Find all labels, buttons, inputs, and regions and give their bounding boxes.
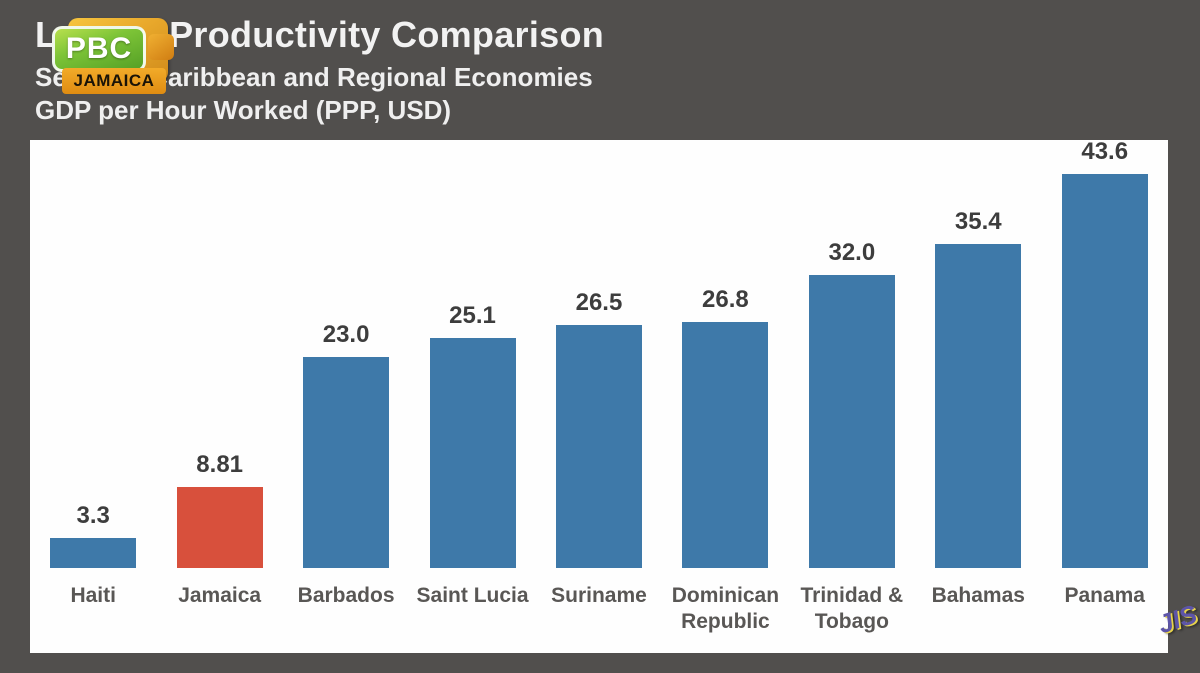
bar-group-dominican-republic: 26.8 Dominican Republic: [662, 140, 788, 653]
bar-zone: 3.3: [30, 140, 156, 568]
bar-haiti: [50, 538, 137, 568]
category-label: Bahamas: [931, 584, 1025, 607]
bar-barbados: [303, 357, 390, 568]
bar-group-barbados: 23.0 Barbados: [283, 140, 409, 653]
bar-zone: 26.5: [536, 140, 662, 568]
bar-value-label: 35.4: [954, 208, 1002, 235]
category-label: Barbados: [297, 584, 395, 607]
bar-zone: 23.0: [283, 140, 409, 568]
pbc-jamaica-logo: PBC JAMAICA: [52, 10, 174, 96]
category-label: Jamaica: [178, 584, 262, 607]
category-label: Suriname: [551, 584, 647, 607]
bar-saint-lucia: [429, 338, 516, 568]
bar-value-label: 26.5: [575, 289, 623, 316]
bar-zone: 35.4: [915, 140, 1041, 568]
page-unit-line: GDP per Hour Worked (PPP, USD): [35, 95, 452, 125]
bar-group-trinidad-tobago: 32.0 Trinidad & Tobago: [789, 140, 915, 653]
category-label: Saint Lucia: [416, 584, 529, 607]
bar-panama: [1061, 174, 1148, 568]
category-label: Dominican Republic: [671, 584, 780, 634]
bar-group-jamaica: 8.81 Jamaica: [156, 140, 282, 653]
bar-suriname: [555, 325, 642, 568]
bar-value-label: 8.81: [196, 451, 244, 478]
category-label: Panama: [1064, 584, 1145, 607]
bar-trinidad-tobago: [808, 275, 895, 568]
bar-value-label: 3.3: [76, 502, 110, 529]
bar-group-bahamas: 35.4 Bahamas: [915, 140, 1041, 653]
bar-group-panama: 43.6 Panama: [1042, 140, 1168, 653]
bar-zone: 32.0: [789, 140, 915, 568]
category-label: Trinidad & Tobago: [800, 584, 904, 634]
bar-group-suriname: 26.5 Suriname: [536, 140, 662, 653]
logo-tab-icon: [148, 34, 174, 60]
bar-value-label: 23.0: [322, 321, 370, 348]
bar-zone: 43.6: [1042, 140, 1168, 568]
pbc-logo-text: PBC: [52, 26, 146, 72]
bar-zone: 25.1: [409, 140, 535, 568]
bar-bahamas: [935, 244, 1022, 568]
chart-panel: 3.3 Haiti 8.81 Jamaica 23.0 Barbados 25.1 Saint…: [30, 140, 1168, 653]
bar-value-label: 32.0: [828, 239, 876, 266]
bar-value-label: 26.8: [702, 286, 749, 313]
bar-group-saint-lucia: 25.1 Saint Lucia: [409, 140, 535, 653]
bar-value-label: 25.1: [449, 302, 496, 329]
bar-value-label: 43.6: [1081, 138, 1129, 165]
bar-zone: 8.81: [156, 140, 282, 568]
category-label: Haiti: [70, 584, 116, 607]
bar-dominican-republic: [682, 322, 769, 568]
jamaica-banner-text: JAMAICA: [62, 68, 166, 94]
bar-chart: 3.3 Haiti 8.81 Jamaica 23.0 Barbados 25.1 Saint…: [30, 140, 1168, 653]
bar-jamaica: [176, 487, 263, 568]
bar-zone: 26.8: [662, 140, 788, 568]
bar-group-haiti: 3.3 Haiti: [30, 140, 156, 653]
